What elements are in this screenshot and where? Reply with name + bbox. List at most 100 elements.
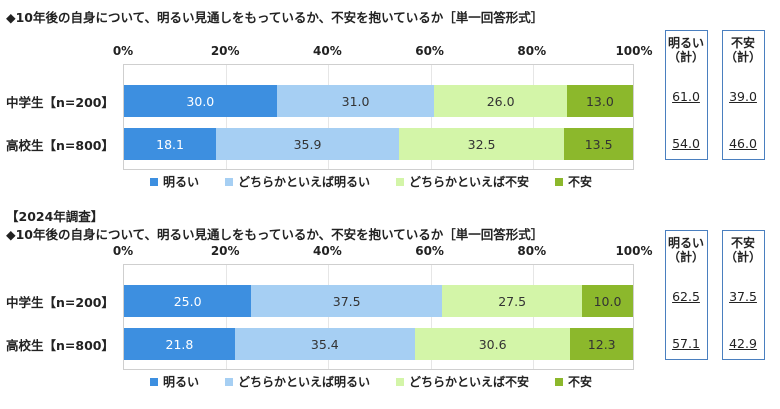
plot-area: 25.0 37.5 27.5 10.0 21.8 35.4 30.6 12.3 (123, 264, 634, 370)
legend-swatch (555, 377, 564, 386)
bar-segment: 10.0 (582, 285, 633, 317)
legend-item: 明るい (150, 373, 199, 390)
legend-label: どちらかといえば明るい (238, 175, 371, 189)
summary-header-line: （計） (724, 250, 761, 264)
gridline (226, 265, 228, 369)
legend-label: 不安 (568, 175, 593, 189)
bar-segment: 30.6 (414, 328, 571, 360)
legend-item: どちらかといえば明るい (225, 173, 370, 190)
chart-panel: ◆10年後の自身について、明るい見通しをもっているか、不安を抱いているか［単一回… (0, 0, 780, 200)
legend-label: どちらかといえば不安 (409, 175, 530, 189)
axis-tick-label: 100% (615, 244, 653, 258)
row-label: 中学生【n=200】 (6, 295, 114, 310)
axis-tick-label: 20% (210, 244, 240, 258)
legend-label: 明るい (163, 375, 200, 389)
summary-header: 明るい （計） (665, 32, 708, 68)
bar-segment: 31.0 (276, 85, 435, 117)
legend-item: 明るい (150, 173, 199, 190)
bar-segment: 12.3 (570, 328, 633, 360)
summary-box: 明るい （計） 61.0 54.0 (665, 30, 708, 160)
legend-label: どちらかといえば明るい (238, 375, 371, 389)
summary-header-line: （計） (667, 250, 704, 264)
row-label: 高校生【n=800】 (6, 138, 114, 153)
bar-segment: 26.0 (434, 85, 567, 117)
legend-item: 不安 (555, 373, 592, 390)
gridline (532, 65, 534, 169)
gridline (430, 65, 432, 169)
stacked-bar: 25.0 37.5 27.5 10.0 (124, 285, 633, 317)
summary-header-line: （計） (724, 50, 761, 64)
row-label: 中学生【n=200】 (6, 95, 114, 110)
legend-swatch (396, 377, 405, 386)
bar-segment: 32.5 (398, 128, 565, 160)
gridline (430, 265, 432, 369)
stacked-bar: 21.8 35.4 30.6 12.3 (124, 328, 633, 360)
legend: 明るい どちらかといえば明るい どちらかといえば不安 不安 (150, 173, 592, 190)
bar-segment: 35.4 (234, 328, 415, 360)
summary-header-line: 不安 (730, 36, 755, 50)
axis-tick-label: 20% (210, 44, 240, 58)
bar-segment: 27.5 (442, 285, 583, 317)
axis-tick-label: 40% (313, 44, 342, 58)
bar-segment: 37.5 (251, 285, 443, 317)
chart-pretitle: 【2024年調査】 (6, 209, 104, 224)
axis-tick-label: 60% (415, 44, 444, 58)
summary-header-line: 不安 (730, 236, 755, 250)
legend-label: 不安 (568, 375, 593, 389)
axis-tick-label: 100% (615, 44, 653, 58)
summary-header: 不安 （計） (722, 232, 765, 268)
summary-value: 61.0 (672, 89, 700, 104)
axis-tick-label: 80% (517, 44, 547, 58)
summary-header: 明るい （計） (665, 232, 708, 268)
stacked-bar: 30.0 31.0 26.0 13.0 (124, 85, 633, 117)
legend-swatch (396, 177, 405, 186)
summary-value: 62.5 (672, 289, 700, 304)
bar-segment: 13.0 (566, 85, 633, 117)
summary-box: 不安 （計） 37.5 42.9 (722, 230, 765, 360)
legend-item: 不安 (555, 173, 592, 190)
legend: 明るい どちらかといえば明るい どちらかといえば不安 不安 (150, 373, 592, 390)
axis-tick-label: 0% (112, 44, 134, 58)
summary-value: 42.9 (729, 336, 757, 351)
bar-segment: 13.5 (564, 128, 633, 160)
summary-value: 37.5 (729, 289, 757, 304)
axis-tick-label: 0% (112, 244, 134, 258)
summary-value: 57.1 (672, 336, 700, 351)
plot-area: 30.0 31.0 26.0 13.0 18.1 35.9 32.5 13.5 (123, 64, 634, 170)
summary-value: 39.0 (729, 89, 757, 104)
bar-segment: 30.0 (124, 85, 277, 117)
axis-tick-label: 80% (517, 244, 547, 258)
gridline (328, 65, 330, 169)
summary-header: 不安 （計） (722, 32, 765, 68)
chart-panel: 【2024年調査】 ◆10年後の自身について、明るい見通しをもっているか、不安を抱… (0, 200, 780, 400)
legend-label: どちらかといえば不安 (409, 375, 530, 389)
bar-segment: 35.9 (216, 128, 399, 160)
chart-title: ◆10年後の自身について、明るい見通しをもっているか、不安を抱いているか［単一回… (6, 227, 544, 242)
legend-swatch (150, 377, 158, 386)
stacked-bar: 18.1 35.9 32.5 13.5 (124, 128, 633, 160)
bar-segment: 25.0 (124, 285, 252, 317)
axis-tick-label: 40% (313, 244, 342, 258)
legend-swatch (150, 177, 158, 186)
summary-header-line: 明るい (667, 236, 704, 250)
legend-item: どちらかといえば不安 (396, 373, 529, 390)
summary-header-line: （計） (667, 50, 704, 64)
legend-label: 明るい (163, 175, 200, 189)
summary-box: 明るい （計） 62.5 57.1 (665, 230, 708, 360)
summary-value: 54.0 (672, 136, 700, 151)
legend-swatch (225, 177, 234, 186)
row-label: 高校生【n=800】 (6, 338, 114, 353)
summary-header-line: 明るい (667, 36, 704, 50)
legend-item: どちらかといえば不安 (396, 173, 529, 190)
gridline (532, 265, 534, 369)
chart-title: ◆10年後の自身について、明るい見通しをもっているか、不安を抱いているか［単一回… (6, 10, 544, 25)
bar-segment: 21.8 (124, 328, 235, 360)
legend-swatch (225, 377, 234, 386)
summary-box: 不安 （計） 39.0 46.0 (722, 30, 765, 160)
bar-segment: 18.1 (124, 128, 217, 160)
legend-item: どちらかといえば明るい (225, 373, 370, 390)
summary-value: 46.0 (729, 136, 757, 151)
legend-swatch (555, 177, 564, 186)
gridline (328, 265, 330, 369)
gridline (226, 65, 228, 169)
